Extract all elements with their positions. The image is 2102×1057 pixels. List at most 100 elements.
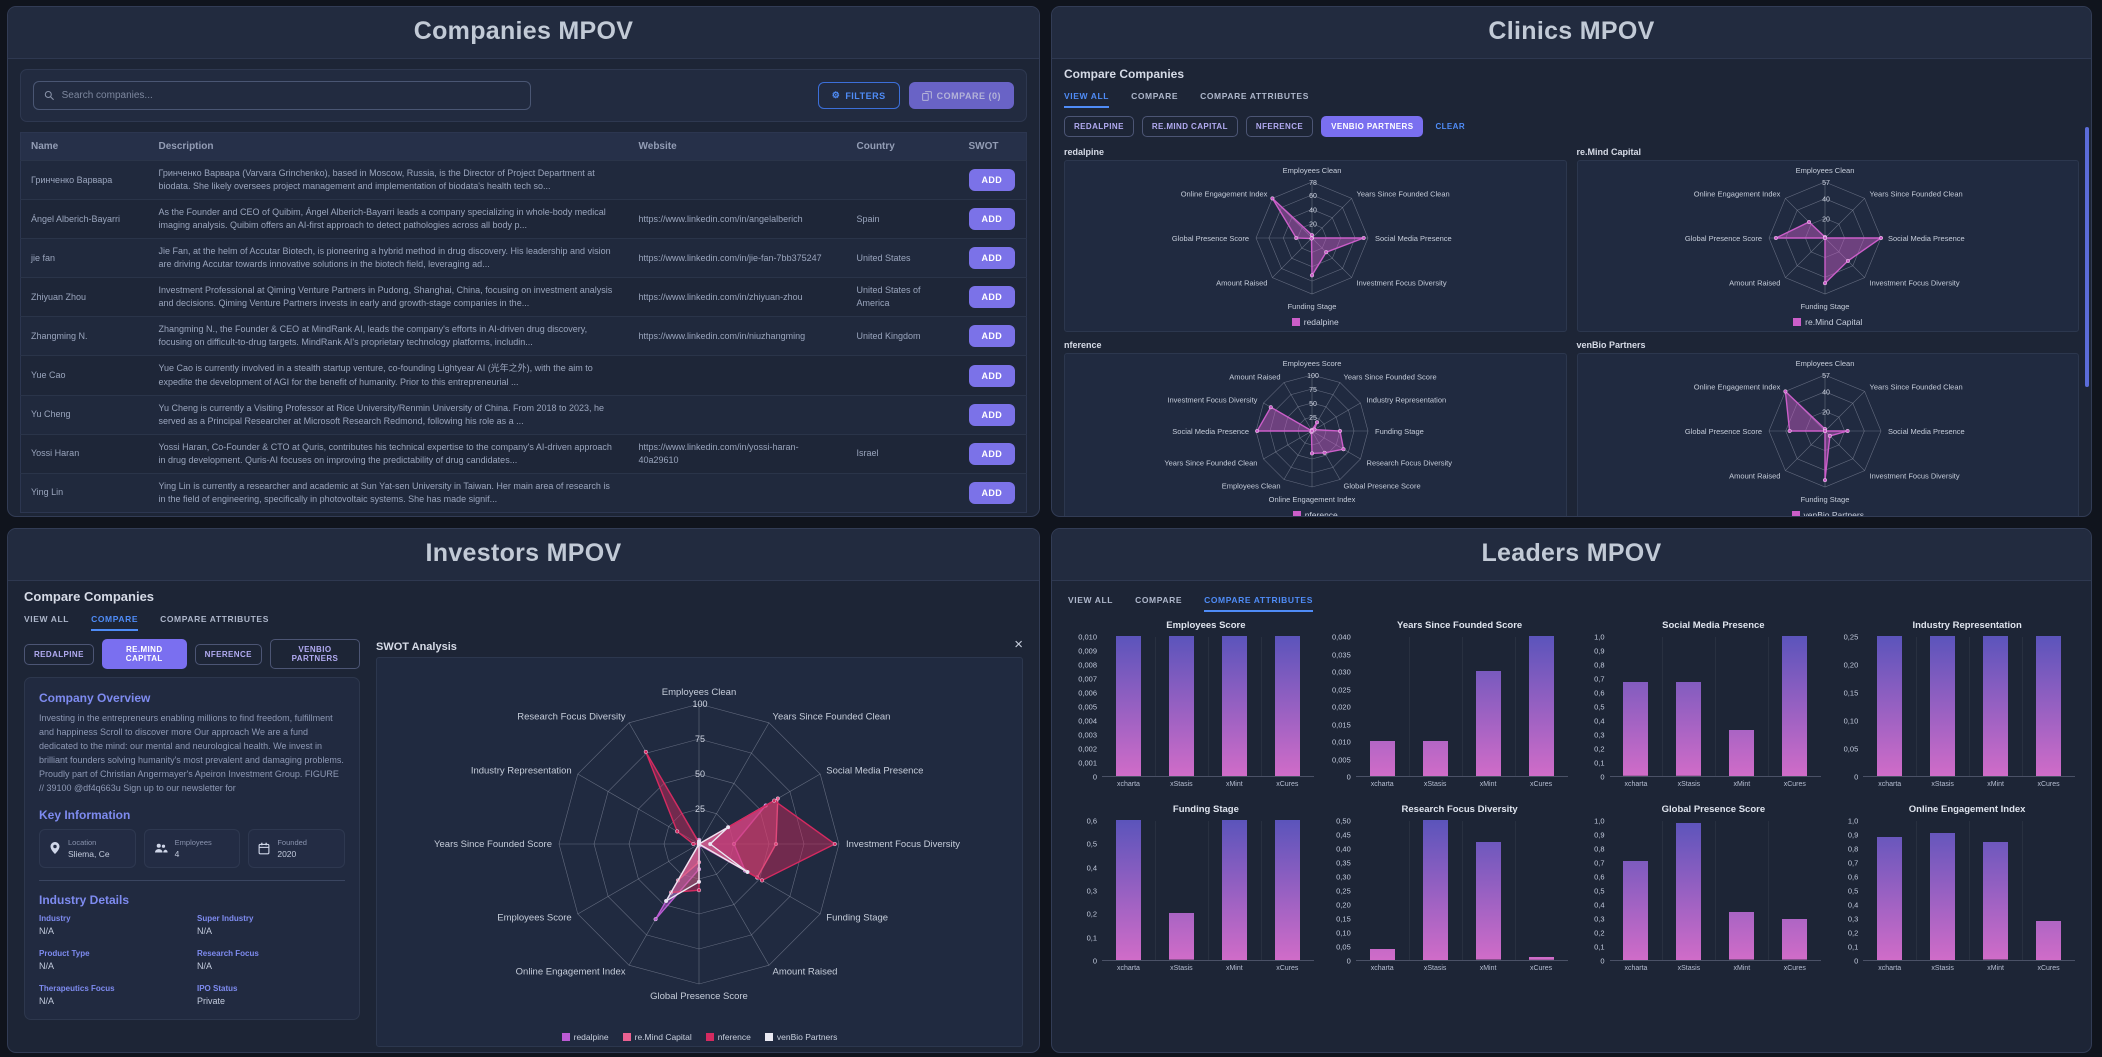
plot-area (1355, 820, 1568, 961)
chip-nference[interactable]: NFERENCE (194, 643, 262, 665)
x-tick-label: xcharta (1624, 781, 1648, 788)
col-header-country: Country (846, 132, 959, 161)
y-tick-label: 0,5 (1086, 839, 1097, 849)
legend-item[interactable]: venBio Partners (1791, 510, 1864, 516)
bar-chart: Global Presence Score 0 0,1 0,2 0,3 0,4 0,5 0,6… (1576, 804, 1822, 972)
clinics-chips: REDALPINE RE.MIND CAPITAL NFERENCE VENBI… (1064, 116, 2079, 137)
y-tick-label: 0,3 (1847, 914, 1859, 924)
bar-chart: Research Focus Diversity 0 0,05 0,10 0,15 0,2… (1322, 804, 1568, 972)
y-tick-label: 0,025 (1331, 685, 1351, 694)
industry-field-label: Industry (39, 913, 71, 923)
add-button[interactable]: ADD (968, 286, 1016, 309)
company-overview-title: Company Overview (39, 691, 151, 705)
gridline (1154, 821, 1156, 960)
add-button[interactable]: ADD (968, 403, 1016, 426)
y-tick-label: 0,4 (1086, 863, 1097, 873)
tab-compare-attributes[interactable]: COMPARE ATTRIBUTES (160, 614, 269, 624)
legend-item[interactable]: re.Mind Capital (1793, 317, 1862, 327)
compare-icon (921, 90, 932, 101)
clinics-content: Compare Companies VIEW ALL COMPARE COMPA… (1052, 59, 2091, 516)
tab-compare[interactable]: COMPARE (1131, 91, 1179, 101)
investors-panel: Investors MPOV Compare Companies × VIEW … (7, 528, 1040, 1053)
chip-remind-capital[interactable]: RE.MIND CAPITAL (1141, 116, 1238, 137)
tab-view-all[interactable]: VIEW ALL (1064, 91, 1110, 108)
add-button[interactable]: ADD (968, 442, 1016, 465)
tab-compare-attributes[interactable]: COMPARE ATTRIBUTES (1204, 595, 1313, 612)
scrollbar-thumb[interactable] (2085, 127, 2089, 387)
company-name-cell: Yue Cao (20, 355, 149, 396)
radar-axis-label: Employees Clean (1283, 166, 1342, 175)
bar (1274, 636, 1300, 776)
bar (1369, 948, 1395, 960)
bar (1729, 729, 1755, 776)
y-tick-label: 0,030 (1331, 667, 1351, 677)
chip-nference[interactable]: NFERENCE (1245, 116, 1314, 137)
add-button[interactable]: ADD (968, 481, 1016, 504)
y-tick-label: 0,35 (1336, 858, 1351, 868)
y-tick-label: 0,9 (1594, 646, 1605, 656)
bar (1676, 682, 1702, 776)
y-tick-label: 0,8 (1847, 844, 1859, 854)
legend-item[interactable]: redalpine (561, 1032, 609, 1042)
company-name-cell: Zhiyuan Zhou (20, 277, 149, 317)
x-tick-label: xMint (1225, 781, 1243, 788)
chip-venbio-partners[interactable]: VENBIO PARTNERS (1321, 116, 1424, 137)
company-description-cell: Zhangming N., the Founder & CEO at MindR… (148, 316, 629, 356)
y-tick-label: 0,6 (1594, 688, 1605, 698)
radar-axis-label: Amount Raised (1216, 279, 1267, 288)
x-tick-label: xStasis (1677, 965, 1701, 972)
legend-item[interactable]: redalpine (1291, 317, 1339, 327)
radar-axis-label: Amount Raised (1729, 472, 1780, 481)
tab-compare[interactable]: COMPARE (91, 614, 139, 631)
company-name-cell: Гринченко Варвара (20, 159, 149, 200)
search-box[interactable] (33, 81, 531, 110)
filters-button[interactable]: ⚙ FILTERS (817, 82, 900, 109)
radar-card: redalpine 20 40 60 78 Employees Clean Years Si… (1064, 145, 1567, 332)
add-button[interactable]: ADD (968, 169, 1016, 192)
clinics-panel: Clinics MPOV Compare Companies VIEW ALL … (1051, 6, 2092, 517)
close-icon[interactable]: × (1014, 636, 1023, 653)
chart-legend: nference (1065, 509, 1566, 516)
tab-view-all[interactable]: VIEW ALL (1068, 595, 1114, 605)
chip-venbio-partners[interactable]: VENBIO PARTNERS (269, 639, 360, 669)
clear-link[interactable]: CLEAR (1435, 122, 1465, 131)
chip-redalpine[interactable]: REDALPINE (24, 643, 94, 665)
legend-item[interactable]: nference (705, 1032, 751, 1042)
bar (1930, 832, 1956, 960)
add-button[interactable]: ADD (968, 325, 1016, 348)
company-country-cell (846, 472, 959, 513)
y-tick-label: 0 (1092, 772, 1097, 782)
tab-view-all[interactable]: VIEW ALL (24, 614, 70, 624)
tab-compare[interactable]: COMPARE (1135, 595, 1183, 605)
x-tick-label: xMint (1987, 781, 2004, 788)
compare-button[interactable]: COMPARE (0) (908, 82, 1014, 109)
radar-axis-label: Years Since Founded Score (1344, 372, 1437, 381)
radar-tick-label: 40 (1309, 207, 1317, 214)
y-tick-label: 0,1 (1847, 942, 1859, 952)
chip-remind-capital[interactable]: RE.MIND CAPITAL (101, 639, 187, 669)
col-header-description: Description (148, 132, 629, 161)
legend-item[interactable]: venBio Partners (764, 1032, 837, 1042)
chart-legend: redalpine re.Mind Capital nference venBio P… (377, 1031, 1022, 1046)
x-tick-label: xCures (1783, 781, 1806, 788)
legend-item[interactable]: nference (1292, 510, 1338, 516)
search-input[interactable] (61, 90, 520, 101)
gridline (1969, 821, 1971, 960)
legend-item[interactable]: re.Mind Capital (622, 1032, 692, 1042)
gridline (1207, 821, 1209, 960)
add-button[interactable]: ADD (968, 364, 1016, 387)
radar-card: venBio Partners 20 40 57 Employees Clean Year… (1576, 338, 2079, 516)
add-button[interactable]: ADD (968, 247, 1016, 270)
bar-chart-title: Global Presence Score (1661, 804, 1766, 815)
radar-axis-label: Years Since Founded Clean (1869, 189, 1962, 198)
bar-chart: Social Media Presence 0 0,1 0,2 0,3 0,4 0,5 0,6… (1576, 620, 1822, 788)
tab-compare-attributes[interactable]: COMPARE ATTRIBUTES (1200, 91, 1309, 101)
bar-chart-title: Research Focus Diversity (1401, 804, 1518, 815)
y-tick-label: 0,20 (1336, 900, 1351, 910)
plot-area (1609, 636, 1822, 777)
add-button[interactable]: ADD (968, 208, 1016, 231)
chip-redalpine[interactable]: REDALPINE (1064, 116, 1134, 137)
table-row: Zhiyuan Zhou Investment Professional at Q… (20, 277, 1027, 317)
company-swot-cell: ADD (958, 199, 1027, 239)
x-tick-label: xStasis (1423, 781, 1447, 788)
